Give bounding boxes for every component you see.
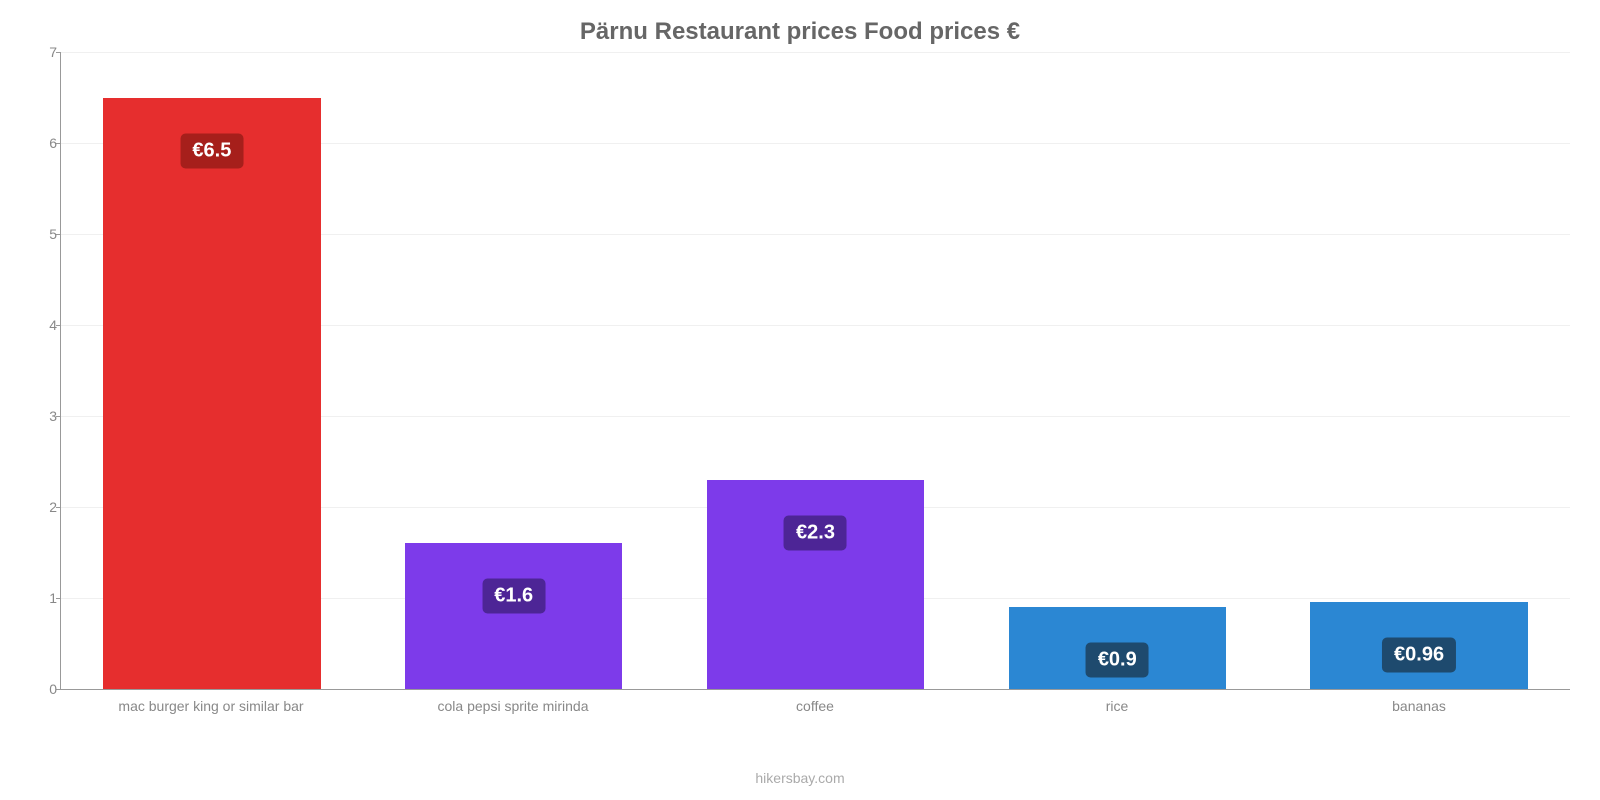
- ytick-label: 2: [43, 499, 57, 515]
- plot-area: €6.5€1.6€2.3€0.9€0.96 01234567: [60, 52, 1570, 690]
- ytick-label: 1: [43, 590, 57, 606]
- bar-value-badge: €1.6: [482, 579, 545, 614]
- x-labels: mac burger king or similar barcola pepsi…: [60, 690, 1570, 720]
- ytick-label: 7: [43, 44, 57, 60]
- bar-value-badge: €0.96: [1382, 637, 1456, 672]
- bar-value-badge: €0.9: [1086, 643, 1149, 678]
- ytick-label: 4: [43, 317, 57, 333]
- ytick-label: 6: [43, 135, 57, 151]
- x-axis-label: cola pepsi sprite mirinda: [362, 690, 664, 720]
- ytick-label: 0: [43, 681, 57, 697]
- bar-slot: €2.3: [665, 52, 967, 689]
- bar-slot: €0.96: [1268, 52, 1570, 689]
- bar-value-badge: €6.5: [180, 133, 243, 168]
- bar-value-badge: €2.3: [784, 515, 847, 550]
- x-axis-label: bananas: [1268, 690, 1570, 720]
- x-axis-label: mac burger king or similar bar: [60, 690, 362, 720]
- bar: €0.96: [1310, 602, 1527, 689]
- bar: €6.5: [103, 98, 320, 689]
- ytick-label: 5: [43, 226, 57, 242]
- chart-area: €6.5€1.6€2.3€0.9€0.96 01234567 mac burge…: [40, 52, 1570, 720]
- chart-title: Pärnu Restaurant prices Food prices €: [0, 0, 1600, 52]
- ytick-label: 3: [43, 408, 57, 424]
- x-axis-label: coffee: [664, 690, 966, 720]
- bar: €1.6: [405, 543, 622, 689]
- chart-footer: hikersbay.com: [0, 770, 1600, 786]
- bars-container: €6.5 €1.6 €2.3 €0.9 €0.96: [61, 52, 1570, 689]
- x-axis-label: rice: [966, 690, 1268, 720]
- bar-slot: €6.5: [61, 52, 363, 689]
- bar-slot: €1.6: [363, 52, 665, 689]
- bar: €2.3: [707, 480, 924, 689]
- bar: €0.9: [1009, 607, 1226, 689]
- bar-slot: €0.9: [966, 52, 1268, 689]
